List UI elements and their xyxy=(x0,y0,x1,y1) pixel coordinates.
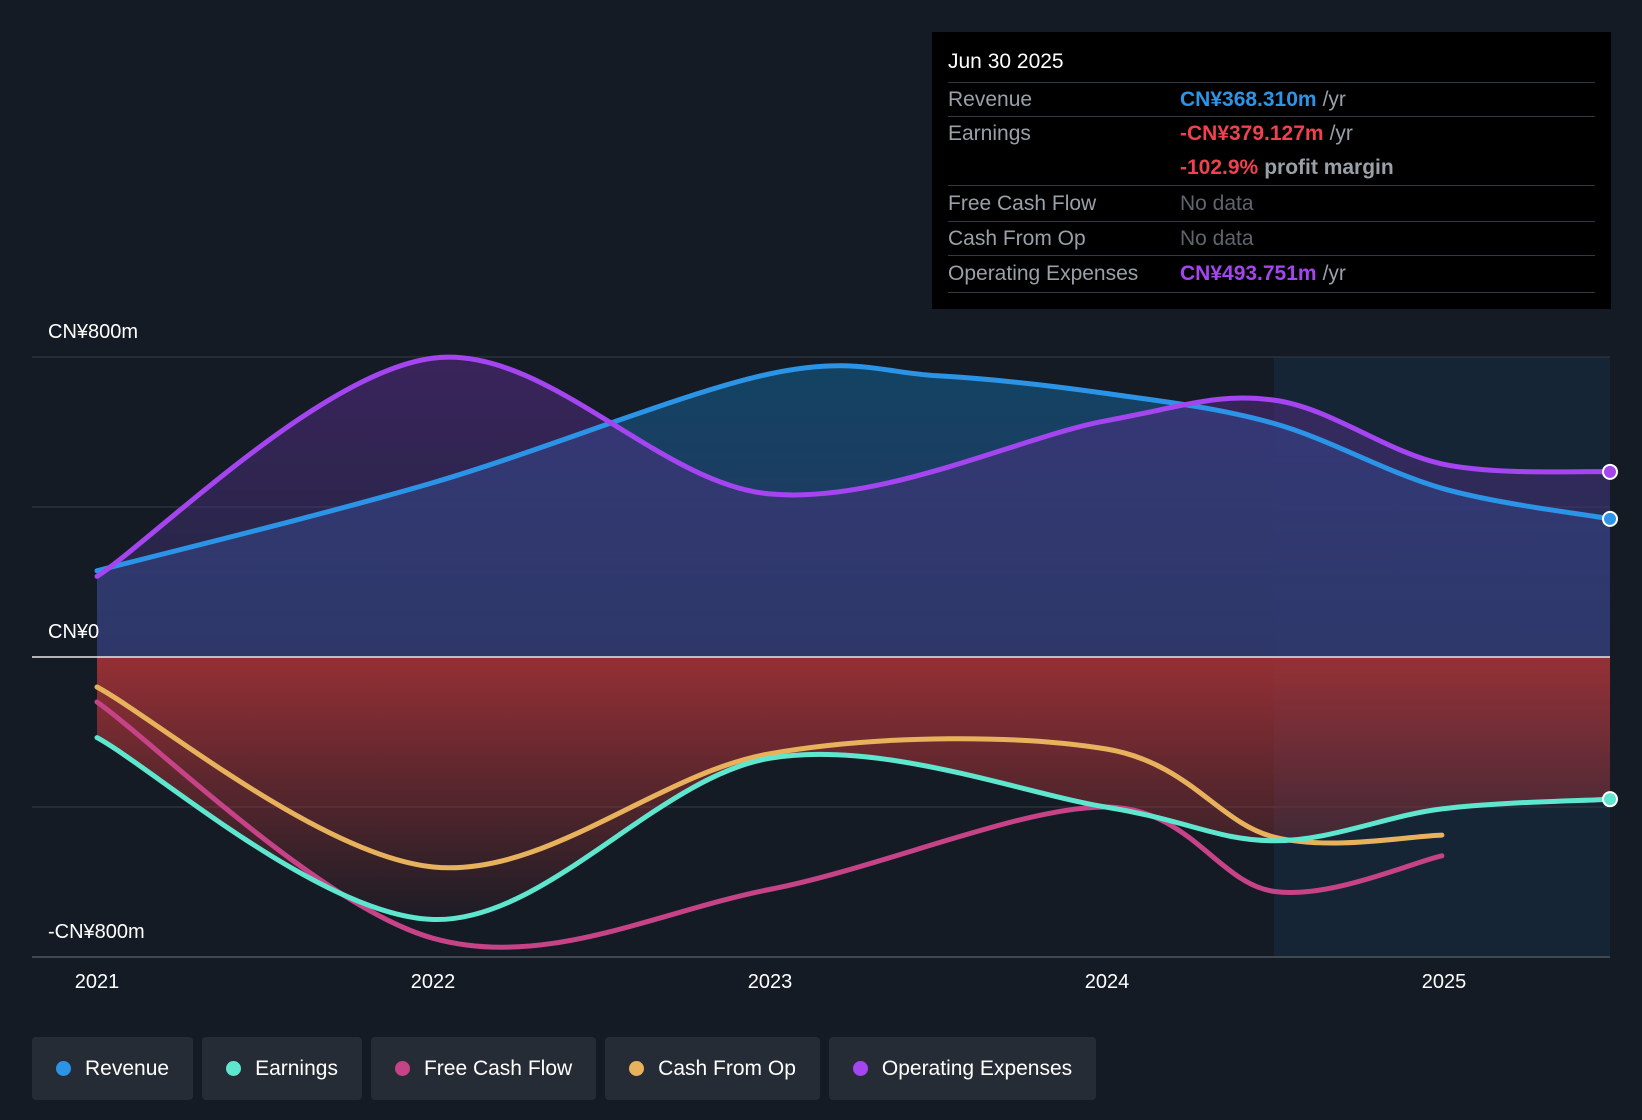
x-tick-2025: 2025 xyxy=(1421,971,1467,993)
x-tick-2021: 2021 xyxy=(74,971,120,993)
legend-item-cash-from-op[interactable]: Cash From Op xyxy=(605,1037,820,1100)
legend-label-free-cash-flow: Free Cash Flow xyxy=(423,1056,573,1080)
tooltip-margin-spacer xyxy=(948,151,1180,185)
tooltip-revenue-label: Revenue xyxy=(948,88,1033,111)
y-label-zero: CN¥0 xyxy=(48,621,100,643)
legend-label-cash-from-op: Cash From Op xyxy=(658,1056,796,1080)
tooltip-opex-label: Operating Expenses xyxy=(948,262,1139,285)
revenue-line xyxy=(94,363,1613,574)
earnings-area xyxy=(97,657,1610,920)
legend-dot-free-cash-flow xyxy=(394,1061,410,1076)
tooltip-row-margin: -102.9% profit margin xyxy=(948,151,1595,186)
tooltip-panel: Jun 30 2025 Revenue CN¥368.310m /yr Earn… xyxy=(932,32,1611,309)
tooltip-cfo-value: No data xyxy=(1180,227,1254,250)
tooltip-row-earnings: Earnings -CN¥379.127m /yr xyxy=(948,117,1595,151)
cash-from-op-line xyxy=(94,684,1445,871)
tooltip-row-revenue: Revenue CN¥368.310m /yr xyxy=(948,83,1595,117)
tooltip-fcf-label: Free Cash Flow xyxy=(948,192,1097,215)
end-markers xyxy=(1602,463,1618,808)
operating-expenses-area xyxy=(97,357,1610,657)
tooltip-margin-value: -102.9% xyxy=(1180,156,1259,179)
legend-label-earnings: Earnings xyxy=(255,1056,338,1080)
series-fills xyxy=(97,357,1610,920)
tooltip-row-opex: Operating Expenses CN¥493.751m /yr xyxy=(948,256,1595,293)
earnings-line xyxy=(94,735,1613,923)
tooltip-earnings-unit: /yr xyxy=(1329,122,1353,145)
x-tick-2023: 2023 xyxy=(747,971,793,993)
tooltip-margin-unit: profit margin xyxy=(1264,156,1394,179)
tooltip-date: Jun 30 2025 xyxy=(948,32,1595,83)
revenue-end-marker xyxy=(1602,510,1618,527)
tooltip-earnings-label: Earnings xyxy=(948,122,1031,145)
x-tick-2024: 2024 xyxy=(1084,971,1130,993)
legend-item-earnings[interactable]: Earnings xyxy=(202,1037,362,1100)
legend-item-revenue[interactable]: Revenue xyxy=(32,1037,194,1100)
operating-expenses-line xyxy=(94,354,1613,579)
operating-expenses-end-marker xyxy=(1602,463,1618,480)
legend-dot-earnings xyxy=(226,1061,242,1076)
tooltip-opex-unit: /yr xyxy=(1322,262,1346,285)
legend-dot-cash-from-op xyxy=(629,1061,645,1076)
legend-label-operating-expenses: Operating Expenses xyxy=(881,1056,1073,1080)
legend-item-operating-expenses[interactable]: Operating Expenses xyxy=(828,1037,1097,1100)
tooltip-cfo-label: Cash From Op xyxy=(948,227,1086,250)
x-tick-2022: 2022 xyxy=(410,971,456,993)
legend-dot-operating-expenses xyxy=(852,1061,868,1076)
legend-dot-revenue xyxy=(56,1061,71,1076)
y-label-top: CN¥800m xyxy=(48,321,139,343)
y-label-bottom: -CN¥800m xyxy=(48,921,145,943)
tooltip-fcf-value: No data xyxy=(1180,192,1254,215)
legend-label-revenue: Revenue xyxy=(85,1056,170,1080)
tooltip-row-cfo: Cash From Op No data xyxy=(948,222,1595,256)
tooltip-opex-value: CN¥493.751m xyxy=(1180,262,1317,285)
tooltip-earnings-value: -CN¥379.127m xyxy=(1180,122,1324,145)
earnings-end-marker xyxy=(1602,791,1618,808)
legend: Revenue Earnings Free Cash Flow Cash Fro… xyxy=(32,1037,1097,1100)
legend-item-free-cash-flow[interactable]: Free Cash Flow xyxy=(370,1037,597,1100)
tooltip-row-fcf: Free Cash Flow No data xyxy=(948,186,1595,222)
tooltip-revenue-value: CN¥368.310m xyxy=(1180,88,1317,111)
tooltip-revenue-unit: /yr xyxy=(1322,88,1346,111)
series-lines xyxy=(32,354,1613,950)
